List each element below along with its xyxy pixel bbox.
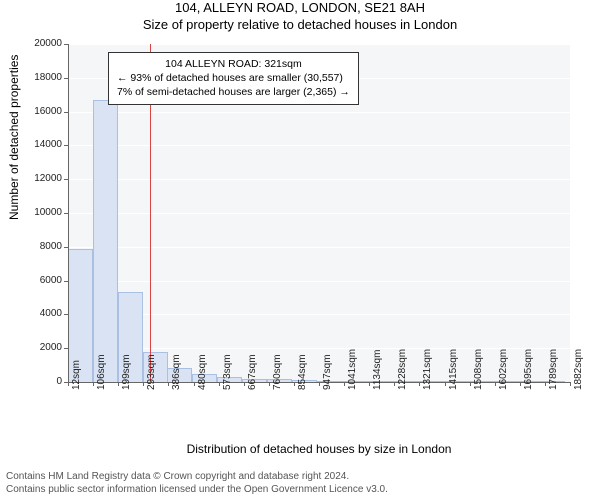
x-tick <box>319 382 320 386</box>
callout-line-3: 7% of semi-detached houses are larger (2… <box>117 85 350 99</box>
callout-line-2: ← 93% of detached houses are smaller (30… <box>117 71 350 85</box>
x-tick-label: 386sqm <box>171 354 182 390</box>
x-tick-label: 573sqm <box>222 354 233 390</box>
x-tick-label: 1602sqm <box>498 349 509 390</box>
x-tick-label: 1508sqm <box>473 349 484 390</box>
x-tick-label: 1321sqm <box>422 349 433 390</box>
x-tick <box>369 382 370 386</box>
x-tick-label: 1789sqm <box>548 349 559 390</box>
x-tick <box>419 382 420 386</box>
x-tick <box>118 382 119 386</box>
x-tick <box>143 382 144 386</box>
x-tick <box>445 382 446 386</box>
gridline-h <box>68 213 570 214</box>
y-axis-line <box>68 44 69 382</box>
y-tick-label: 18000 <box>22 72 62 83</box>
callout-line-1: 104 ALLEYN ROAD: 321sqm <box>117 57 350 71</box>
x-tick <box>194 382 195 386</box>
y-tick-label: 2000 <box>22 342 62 353</box>
x-tick <box>68 382 69 386</box>
x-tick <box>470 382 471 386</box>
x-tick <box>520 382 521 386</box>
x-tick <box>394 382 395 386</box>
x-tick <box>570 382 571 386</box>
gridline-h <box>68 348 570 349</box>
page-subtitle: Size of property relative to detached ho… <box>0 17 600 32</box>
callout-box: 104 ALLEYN ROAD: 321sqm ← 93% of detache… <box>108 52 359 105</box>
y-tick-label: 4000 <box>22 308 62 319</box>
x-tick <box>168 382 169 386</box>
x-tick-label: 293sqm <box>146 354 157 390</box>
gridline-h <box>68 281 570 282</box>
gridline-h <box>68 247 570 248</box>
x-tick-label: 947sqm <box>322 354 333 390</box>
x-tick-label: 1134sqm <box>372 350 383 390</box>
footer-line-2: Contains public sector information licen… <box>6 484 388 497</box>
x-tick-label: 1695sqm <box>523 349 534 390</box>
x-tick-label: 1228sqm <box>397 349 408 390</box>
x-axis-title: Distribution of detached houses by size … <box>68 442 570 456</box>
y-tick-label: 10000 <box>22 207 62 218</box>
gridline-h <box>68 314 570 315</box>
x-tick-label: 667sqm <box>247 354 258 390</box>
x-tick-label: 12sqm <box>71 360 82 390</box>
gridline-h <box>68 145 570 146</box>
y-tick-label: 12000 <box>22 173 62 184</box>
footer-line-1: Contains HM Land Registry data © Crown c… <box>6 471 388 484</box>
x-tick <box>294 382 295 386</box>
x-tick-label: 760sqm <box>272 354 283 390</box>
gridline-h <box>68 179 570 180</box>
x-tick-label: 199sqm <box>121 354 132 390</box>
x-tick-label: 1415sqm <box>448 349 459 390</box>
y-tick-label: 16000 <box>22 106 62 117</box>
x-tick <box>495 382 496 386</box>
x-tick-label: 1041sqm <box>347 349 358 390</box>
x-tick <box>545 382 546 386</box>
gridline-h <box>68 112 570 113</box>
x-tick-label: 1882sqm <box>573 349 584 390</box>
y-tick-label: 6000 <box>22 275 62 286</box>
x-tick <box>344 382 345 386</box>
x-tick <box>244 382 245 386</box>
x-tick-label: 480sqm <box>197 354 208 390</box>
x-tick <box>93 382 94 386</box>
y-tick-label: 0 <box>22 376 62 387</box>
x-tick <box>219 382 220 386</box>
y-tick-label: 20000 <box>22 38 62 49</box>
y-tick-label: 8000 <box>22 241 62 252</box>
x-tick-label: 854sqm <box>297 354 308 390</box>
x-tick-label: 106sqm <box>96 354 107 390</box>
y-tick-label: 14000 <box>22 139 62 150</box>
x-tick <box>269 382 270 386</box>
gridline-h <box>68 44 570 45</box>
histogram-bar <box>93 100 118 382</box>
footer-attribution: Contains HM Land Registry data © Crown c… <box>6 471 388 496</box>
y-axis-title: Number of detached properties <box>7 200 21 220</box>
page-title: 104, ALLEYN ROAD, LONDON, SE21 8AH <box>0 0 600 15</box>
